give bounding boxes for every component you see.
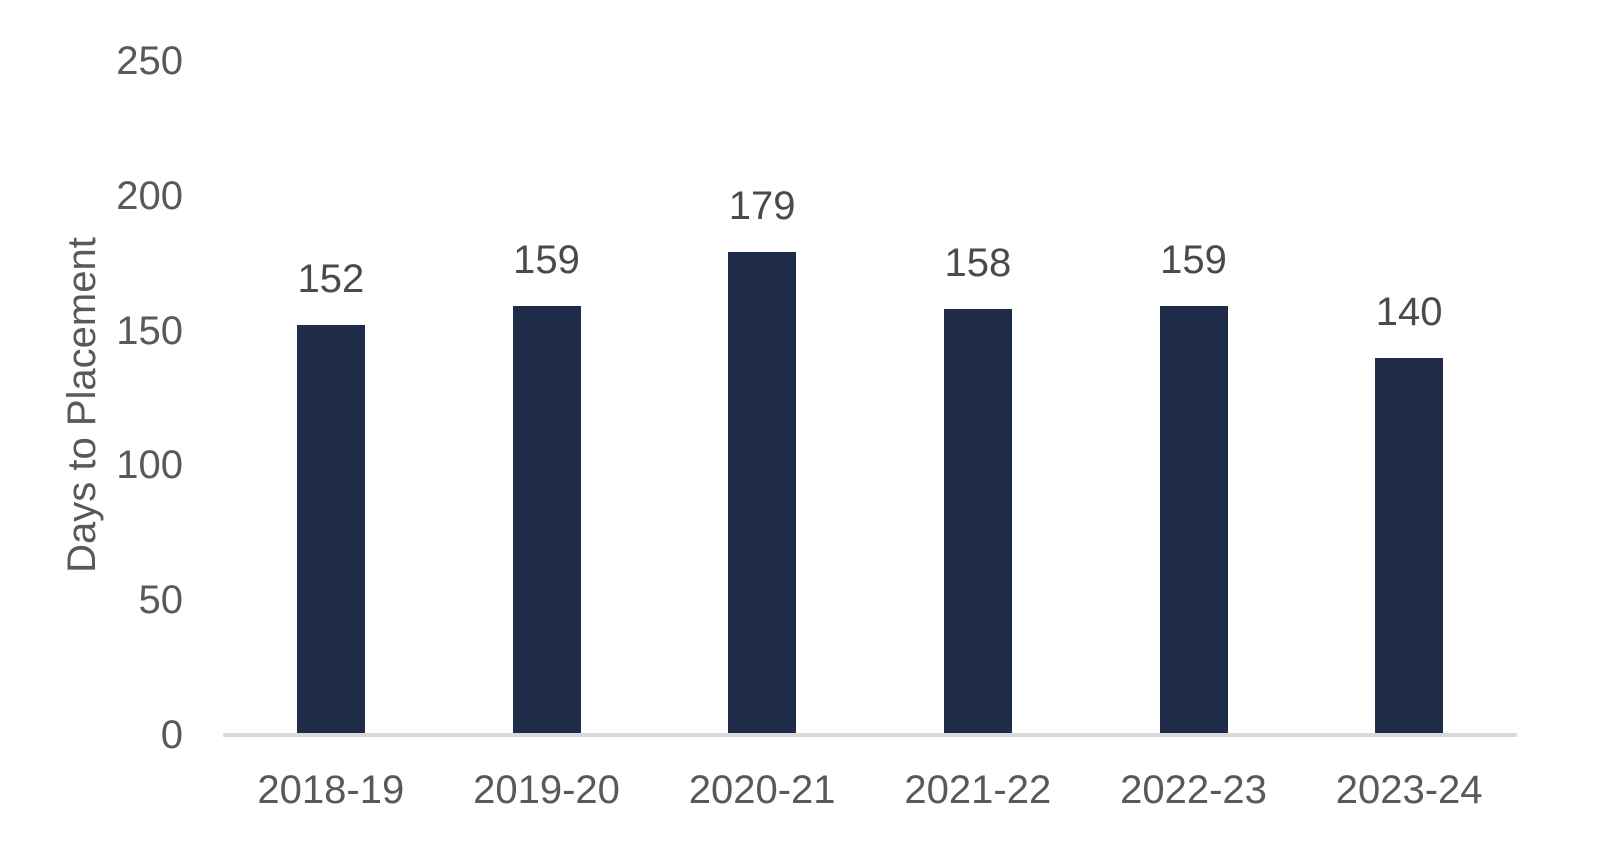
y-axis-tick-label: 50 [138,578,184,623]
bar-value-label: 140 [1375,289,1443,334]
bar-value-label: 159 [513,238,580,283]
bar-2019-20 [512,306,581,735]
x-axis-label: 2018-19 [257,768,405,812]
y-axis-tick-label: 200 [116,173,183,218]
x-axis-label: 2021-22 [904,768,1052,812]
bar-value-label: 152 [297,257,365,302]
bar-2021-22 [943,309,1012,735]
bar-value-label: 179 [728,184,796,229]
y-axis-tick-label: 0 [160,713,183,757]
x-axis-label: 2019-20 [473,768,620,812]
x-axis-label: 2022-23 [1120,768,1267,812]
x-axis-label: 2020-21 [688,768,836,812]
bar-2020-21 [728,252,797,735]
x-axis-line [223,733,1517,737]
x-axis-label: 2023-24 [1335,768,1483,812]
y-axis-tick-label: 150 [116,308,183,353]
y-axis-tick-label: 100 [116,443,183,488]
y-axis-title: Days to Placement [60,237,104,573]
y-axis-tick-label: 250 [116,39,183,83]
bar-value-label: 159 [1160,238,1227,283]
bar-value-label: 158 [944,241,1012,286]
bar-2023-24 [1375,357,1444,735]
bar-2018-19 [296,325,365,735]
bar-2022-23 [1159,306,1228,735]
